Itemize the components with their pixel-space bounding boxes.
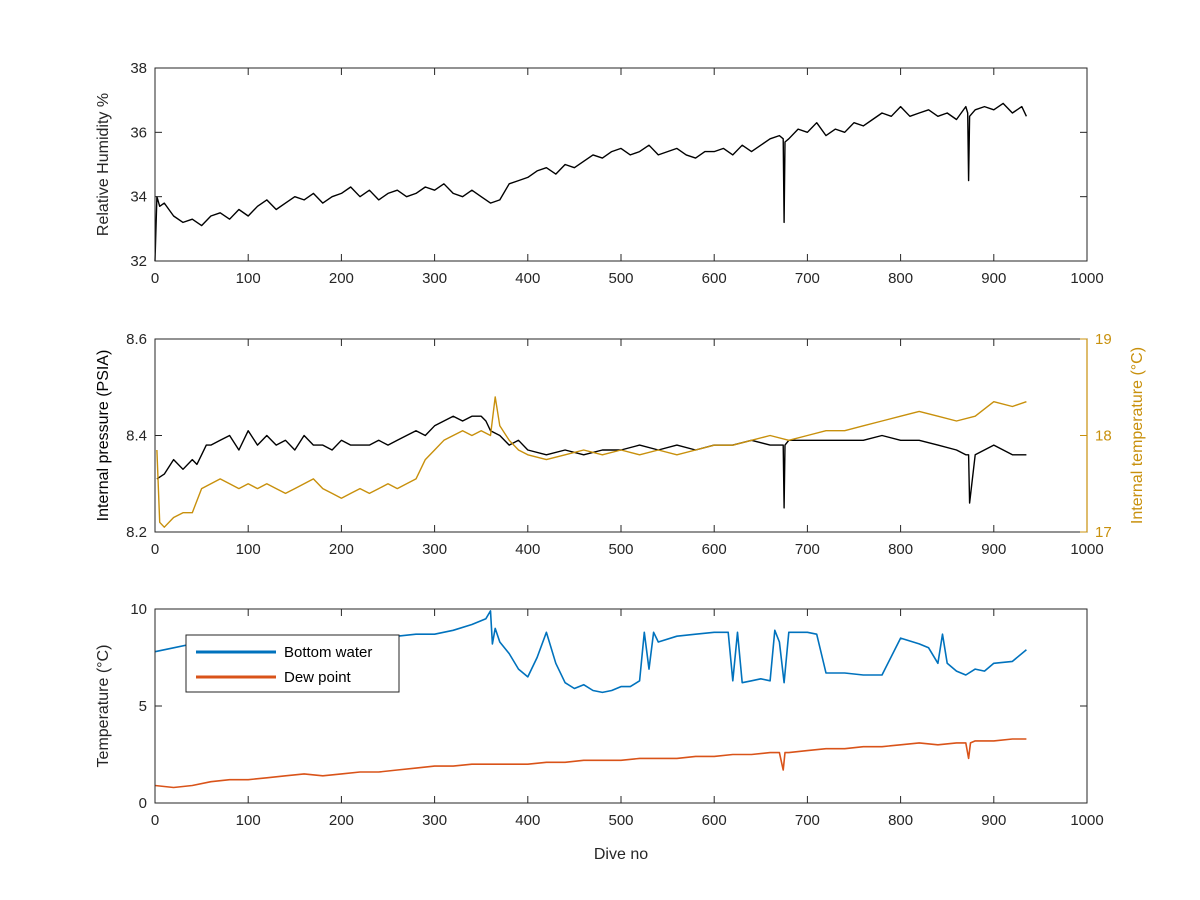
legend: Bottom water Dew point <box>185 634 400 693</box>
y-axis-label: Temperature (°C) <box>95 645 112 768</box>
x-tick-label: 900 <box>981 270 1006 287</box>
y2-tick-label: 18 <box>1095 428 1112 445</box>
x-tick-label: 800 <box>888 541 913 558</box>
y-axis-label: Internal pressure (PSIA) <box>95 350 112 522</box>
x-tick-label: 800 <box>888 812 913 829</box>
humidity-panel: 0 100 200 300 400 500 600 700 800 900 1000 32 34 36 38… <box>95 60 1104 287</box>
legend-label: Bottom water <box>284 644 372 661</box>
x-tick-label: 500 <box>608 270 633 287</box>
x-tick-label: 300 <box>422 270 447 287</box>
x-tick-label: 0 <box>151 812 159 829</box>
x-tick-label: 1000 <box>1070 270 1103 287</box>
y-tick-label: 0 <box>139 795 147 812</box>
x-tick-label: 1000 <box>1070 541 1103 558</box>
y2-tick-label: 17 <box>1095 524 1112 541</box>
x-tick-label: 700 <box>795 541 820 558</box>
y-tick-label: 8.2 <box>126 524 147 541</box>
legend-box <box>185 634 400 693</box>
x-tick-label: 900 <box>981 541 1006 558</box>
x-tick-label: 700 <box>795 812 820 829</box>
x-tick-label: 600 <box>702 270 727 287</box>
x-tick-label: 400 <box>515 812 540 829</box>
x-tick-label: 200 <box>329 541 354 558</box>
pressure-temperature-panel: 0 100 200 300 400 500 600 700 800 900 1000 8.2 8.4 8.… <box>95 331 1146 558</box>
y-tick-label: 8.6 <box>126 331 147 348</box>
y-tick-label: 34 <box>130 189 147 206</box>
x-tick-label: 200 <box>329 812 354 829</box>
water-dewpoint-panel: 0 100 200 300 400 500 600 700 800 900 1000 0 5 10 Temp… <box>95 601 1104 863</box>
x-tick-label: 500 <box>608 541 633 558</box>
x-tick-label: 1000 <box>1070 812 1103 829</box>
y-tick-label: 36 <box>130 124 147 141</box>
x-tick-label: 600 <box>702 541 727 558</box>
x-axis-label: Dive no <box>594 846 648 863</box>
dew-point-line <box>154 738 1027 789</box>
x-tick-label: 700 <box>795 270 820 287</box>
x-tick-label: 800 <box>888 270 913 287</box>
y-tick-label: 8.4 <box>126 428 147 445</box>
x-tick-label: 600 <box>702 812 727 829</box>
x-tick-label: 400 <box>515 270 540 287</box>
x-tick-label: 0 <box>151 270 159 287</box>
series-0-line <box>154 102 1028 262</box>
y2-tick-label: 19 <box>1095 331 1112 348</box>
x-tick-label: 200 <box>329 270 354 287</box>
y2-axis-label: Internal temperature (°C) <box>1129 347 1146 524</box>
legend-label: Dew point <box>284 669 352 686</box>
x-tick-label: 900 <box>981 812 1006 829</box>
x-tick-label: 300 <box>422 541 447 558</box>
x-tick-label: 100 <box>236 541 261 558</box>
x-tick-label: 0 <box>151 541 159 558</box>
y-tick-label: 38 <box>130 60 147 77</box>
plot-frame <box>154 67 1088 262</box>
x-tick-label: 500 <box>608 812 633 829</box>
x-tick-label: 100 <box>236 812 261 829</box>
x-tick-label: 300 <box>422 812 447 829</box>
y-tick-label: 10 <box>130 601 147 618</box>
series-1-line <box>156 396 1027 528</box>
y-axis-label: Relative Humidity % <box>95 93 112 236</box>
plot-frame <box>154 338 1088 533</box>
series-0-line <box>156 415 1027 509</box>
x-tick-label: 400 <box>515 541 540 558</box>
y-tick-label: 32 <box>130 253 147 270</box>
x-tick-label: 100 <box>236 270 261 287</box>
y-tick-label: 5 <box>139 698 147 715</box>
